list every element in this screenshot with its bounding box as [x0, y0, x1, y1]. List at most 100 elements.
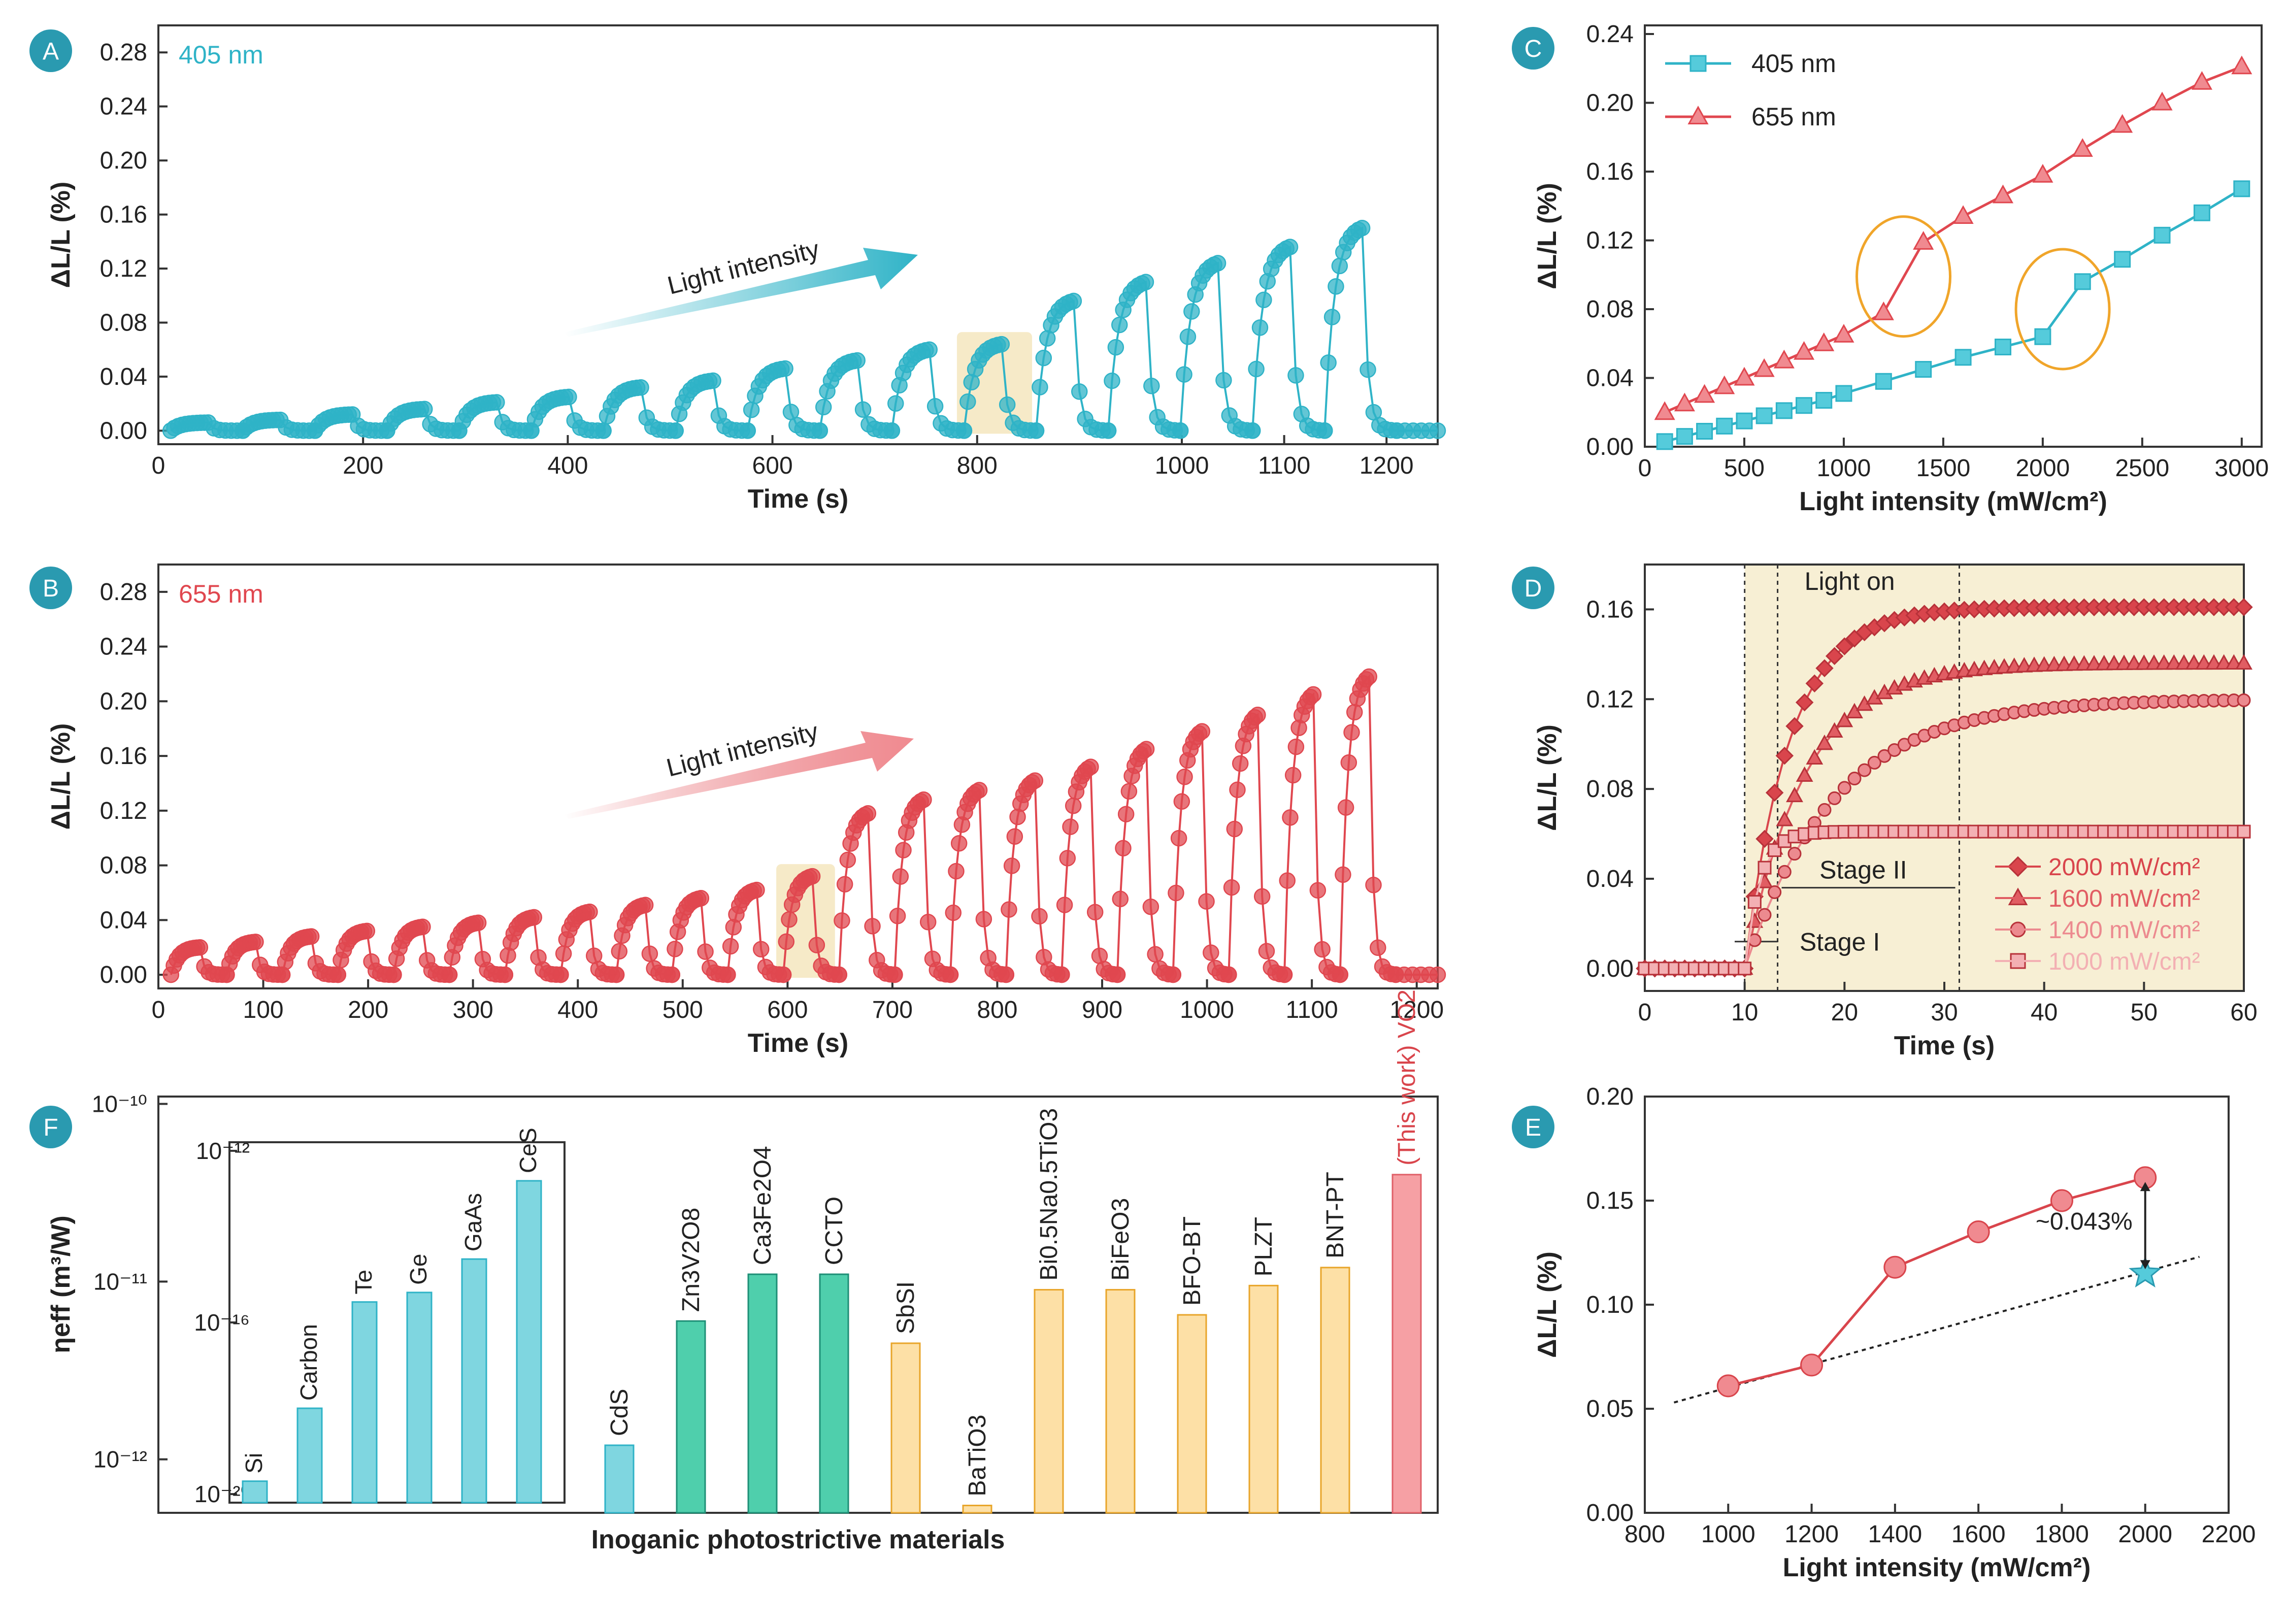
data-point: [2237, 693, 2251, 707]
data-point: [358, 922, 376, 940]
svg-text:F: F: [43, 1114, 58, 1141]
y-tick-label: 0.28: [100, 579, 147, 606]
y-tick-label: 10⁻¹⁰: [92, 1090, 147, 1117]
x-tick-label: 500: [1724, 455, 1765, 482]
data-point: [1815, 659, 1834, 678]
bar: [1248, 1284, 1279, 1514]
star-marker: [2129, 1256, 2162, 1288]
x-axis-label: Time (s): [1894, 1031, 1995, 1060]
y-tick-label: 0.00: [1586, 955, 1634, 982]
panel-c-chart: 0 500 1000 1500 2000 2500 3000 0.00 0.04 0.08 0.12…: [1533, 21, 2269, 516]
x-tick-label: 1800: [2035, 1521, 2089, 1548]
bar: [1177, 1314, 1207, 1514]
data-point: [1736, 412, 1753, 429]
panel-label-C: C: [1512, 27, 1554, 70]
plot-frame: [1644, 24, 2263, 448]
stage-1-label: Stage I: [1800, 928, 1880, 956]
data-point: [883, 422, 901, 439]
data-point: [1846, 703, 1863, 718]
data-point: [1258, 943, 1275, 959]
data-point: [1674, 392, 1695, 412]
data-point: [1796, 766, 1813, 782]
series-line: [1728, 1176, 2146, 1387]
data-point: [1305, 686, 1322, 703]
data-point: [2231, 55, 2252, 75]
data-point: [1328, 278, 1344, 295]
panel-label-A: A: [29, 29, 72, 72]
data-point: [641, 945, 658, 962]
y-tick-label: 0.10: [1586, 1291, 1634, 1318]
data-point: [470, 914, 487, 931]
data-point: [1714, 375, 1735, 394]
y-tick-label: 0.12: [1586, 227, 1634, 254]
data-point: [1696, 423, 1713, 440]
data-point: [942, 966, 959, 983]
data-point: [1656, 433, 1673, 450]
data-point: [1813, 332, 1835, 351]
data-point: [1176, 769, 1193, 785]
highlight-ellipse: [1855, 215, 1952, 338]
data-point: [1031, 908, 1048, 925]
data-point: [1194, 723, 1210, 740]
data-point: [1755, 407, 1773, 424]
y-tick-label: 0.24: [1586, 21, 1634, 48]
data-point: [1753, 358, 1775, 377]
data-point: [1065, 292, 1082, 310]
data-point: [1053, 966, 1070, 983]
x-tick-label: 900: [1082, 997, 1122, 1023]
data-point: [975, 911, 992, 927]
x-tick-label: 1000: [1817, 455, 1871, 482]
data-point: [1287, 738, 1305, 755]
data-point: [1112, 890, 1129, 908]
data-point: [1006, 828, 1023, 845]
data-point: [811, 422, 828, 439]
data-point: [2032, 163, 2053, 183]
legend-marker: [1687, 106, 1709, 124]
data-point: [1107, 339, 1124, 356]
x-tick-label: 800: [977, 997, 1017, 1023]
data-point: [1143, 377, 1160, 394]
data-point: [1100, 422, 1117, 439]
data-point: [1429, 422, 1446, 439]
data-point: [2153, 226, 2171, 244]
y-tick-label: 0.12: [1586, 686, 1634, 713]
data-point: [1816, 734, 1833, 750]
bar-label: CdS: [606, 1389, 633, 1436]
svg-text:B: B: [43, 575, 59, 602]
data-point: [1747, 895, 1762, 909]
data-point: [1320, 354, 1337, 371]
y-tick-label: 0.04: [1586, 866, 1634, 892]
data-point: [1279, 872, 1296, 889]
y-tick-label: 0.15: [1586, 1187, 1634, 1214]
x-tick-label: 800: [1625, 1521, 1665, 1548]
data-point: [1032, 379, 1048, 395]
x-tick-label: 60: [2230, 999, 2257, 1026]
data-point: [1335, 866, 1351, 883]
data-point: [2235, 654, 2252, 670]
bar: [1105, 1289, 1136, 1514]
y-tick-label: 0.08: [100, 309, 147, 336]
inset-bar-label: Ge: [405, 1254, 432, 1285]
data-point: [1793, 341, 1815, 360]
y-tick-label: 0.20: [1586, 1083, 1634, 1110]
data-point: [1795, 693, 1814, 712]
x-tick-label: 800: [957, 452, 998, 479]
data-point: [748, 881, 765, 899]
data-point: [608, 966, 625, 983]
data-point: [1223, 879, 1240, 896]
data-point: [1785, 717, 1804, 736]
data-point: [1734, 367, 1755, 386]
y-tick-label: 10⁻¹¹: [93, 1269, 147, 1295]
bar: [890, 1342, 921, 1514]
y-tick-label: 0.00: [1586, 1500, 1634, 1527]
data-point: [1001, 901, 1017, 918]
y-tick-label: 0.28: [100, 39, 147, 66]
data-point: [1244, 422, 1261, 439]
light-on-label: Light on: [1805, 567, 1895, 595]
data-point: [1176, 366, 1192, 383]
data-point: [2050, 1189, 2073, 1212]
x-tick-label: 1500: [1916, 455, 1971, 482]
legend-label: 1400 mW/cm²: [2048, 917, 2200, 944]
data-point: [1111, 316, 1128, 334]
data-point: [1065, 797, 1082, 814]
